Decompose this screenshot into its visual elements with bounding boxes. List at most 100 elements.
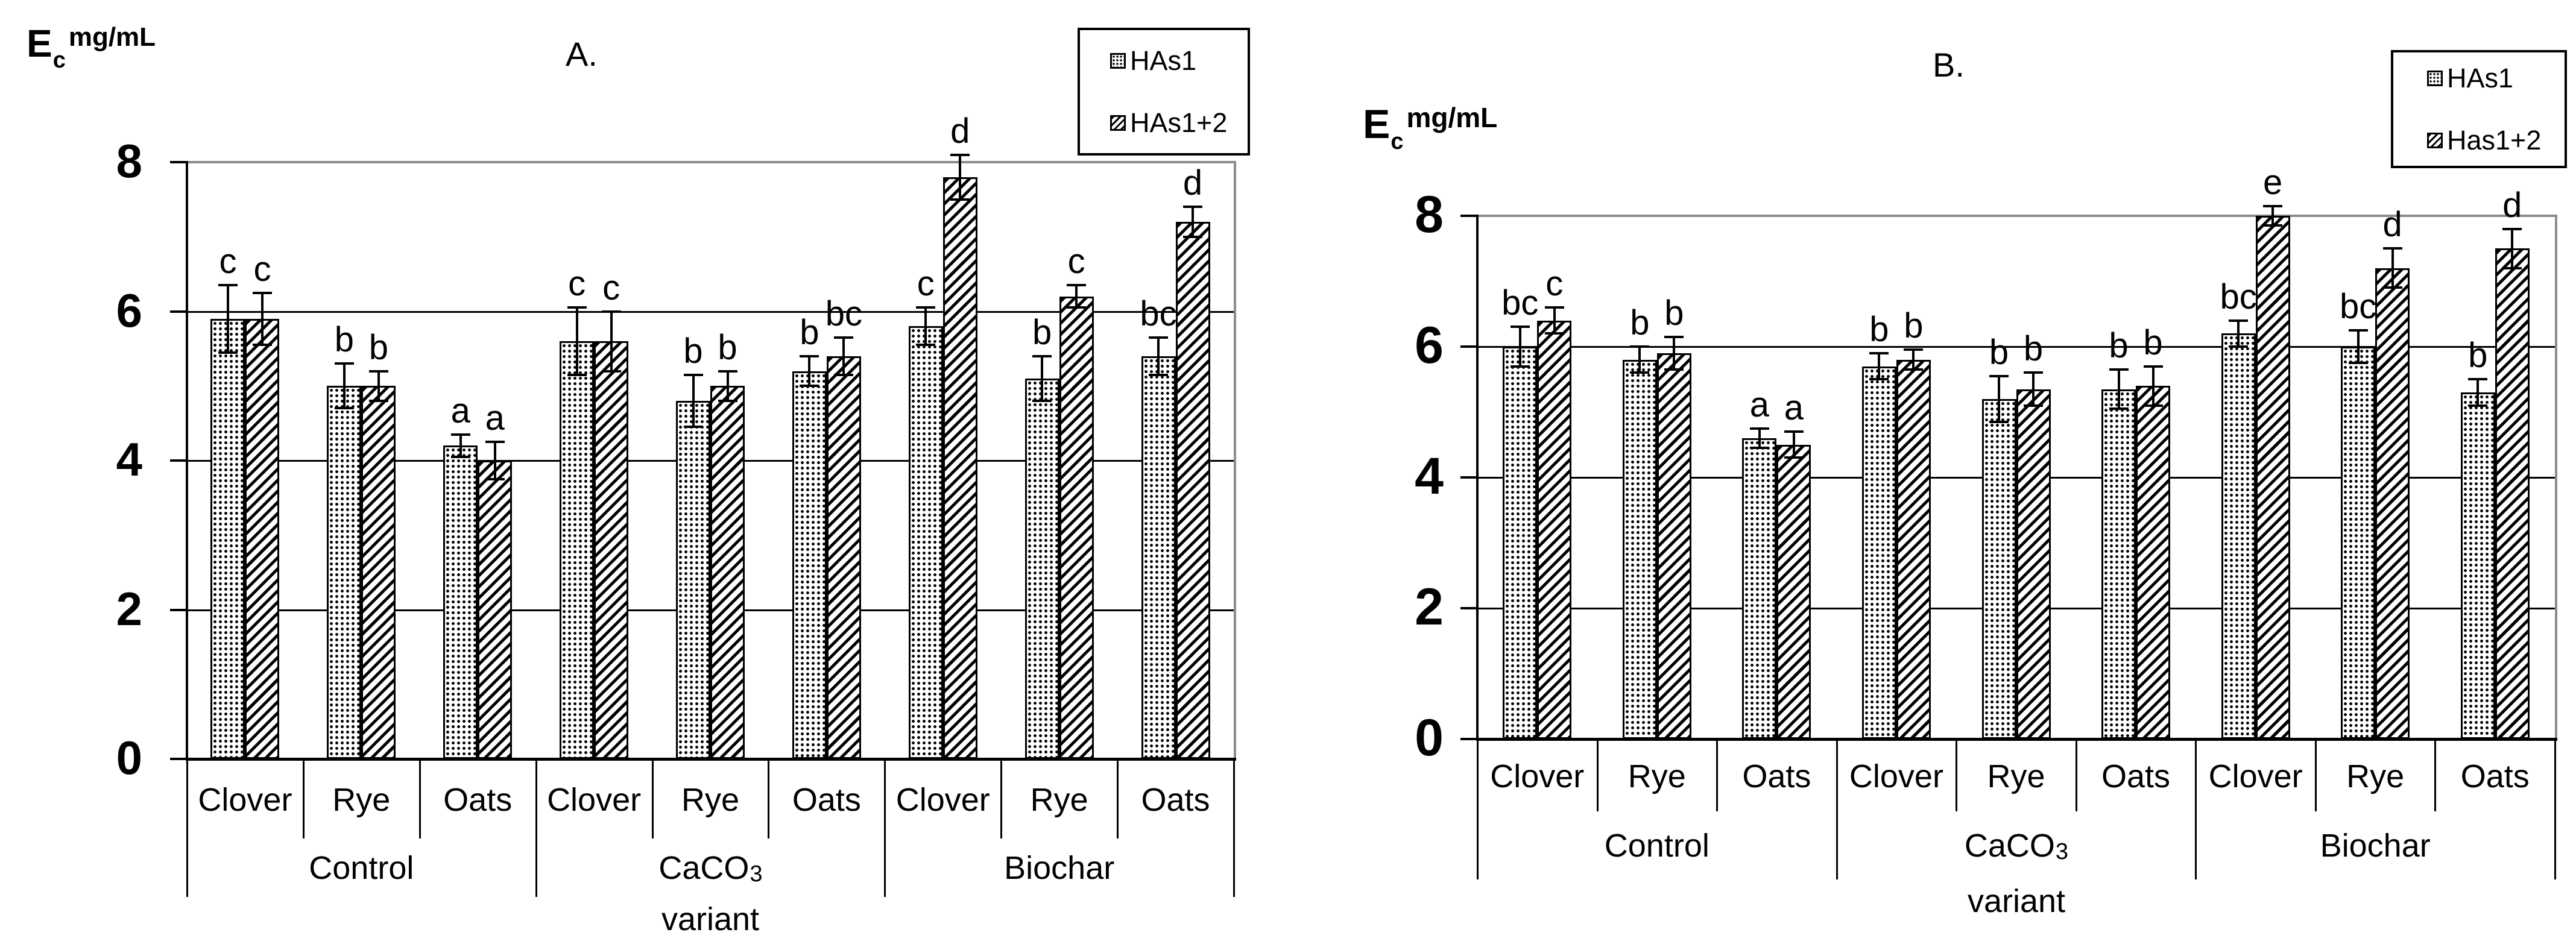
axis-divider: [302, 759, 305, 838]
significance-letter: b: [2468, 336, 2488, 376]
bar-HAs1+2-Control-Clover: [245, 318, 280, 759]
bar-HAs1-Biochar-Rye: [1024, 378, 1059, 759]
error-bar-cap: [218, 284, 238, 287]
category-label-cell: Oats: [2460, 758, 2530, 794]
error-bar-cap: [485, 477, 505, 480]
bar-HAs1+2-CaCO3-Rye: [710, 386, 745, 759]
error-bar: [924, 307, 927, 345]
y-tick-label: 8: [1415, 186, 1444, 244]
hatch-pattern-swatch-icon: [1110, 115, 1126, 131]
axis-divider: [1956, 739, 1958, 811]
error-bar: [260, 292, 264, 345]
dots-pattern-swatch-icon: [2427, 70, 2443, 86]
significance-letter: d: [1182, 163, 1203, 203]
legend-a: HAs1 HAs1+2: [1078, 28, 1250, 156]
error-bar: [2391, 248, 2394, 288]
x-axis-line: [1476, 738, 2557, 741]
error-bar: [1912, 350, 1915, 370]
category-label-cell: Rye: [1987, 758, 2045, 794]
error-bar-cap: [601, 370, 621, 373]
dots-pattern-swatch-icon: [1110, 52, 1126, 69]
significance-letter: c: [1067, 242, 1085, 282]
error-bar-cap: [1630, 345, 1650, 348]
bar-HAs1-Control-Rye: [1622, 359, 1657, 739]
significance-letter: b: [1630, 303, 1650, 342]
legend-label: HAs1: [2447, 63, 2514, 93]
axis-divider: [535, 759, 537, 897]
y-tick-label: 6: [1415, 316, 1444, 375]
error-bar-cap: [683, 426, 703, 429]
significance-letter: bc: [1501, 283, 1539, 323]
error-bar-cap: [2109, 368, 2129, 371]
significance-letter: b: [1869, 309, 1889, 349]
bar-Has1+2-Control-Rye: [1656, 353, 1691, 739]
error-bar-cap: [1149, 336, 1169, 339]
error-bar-cap: [2348, 329, 2368, 332]
bar-HAs1-Biochar-Rye: [2341, 347, 2376, 739]
error-bar-cap: [1032, 354, 1052, 357]
axis-divider: [2434, 739, 2437, 811]
error-bar-cap: [718, 400, 737, 402]
error-bar: [1553, 307, 1556, 334]
error-bar-cap: [834, 336, 854, 339]
category-label-cell: Rye: [1627, 758, 1686, 794]
error-bar-cap: [916, 344, 936, 347]
y-tick-label: 4: [116, 433, 142, 486]
significance-letter: b: [1989, 332, 2009, 372]
axis-divider: [186, 759, 188, 897]
bar-HAs1+2-Biochar-Clover: [942, 177, 977, 759]
bar-Has1+2-Biochar-Clover: [2255, 216, 2290, 739]
category-label-cell: Oats: [2101, 758, 2171, 794]
axis-divider: [2075, 739, 2077, 811]
bar-HAs1+2-Control-Oats: [478, 461, 513, 759]
significance-letter: b: [1904, 306, 1924, 346]
error-bar-cap: [2502, 227, 2522, 230]
plot-top-border: [1477, 215, 2557, 217]
bar-HAs1-CaCO3-Rye: [1981, 398, 2016, 739]
y-tick-label: 0: [1415, 709, 1444, 767]
bar-HAs1-Control-Oats: [1742, 438, 1777, 739]
error-bar-cap: [1869, 378, 1889, 381]
axis-divider: [1477, 739, 1479, 879]
y-axis-tick: [1460, 215, 1479, 217]
y-axis-symbol: E: [1363, 101, 1391, 147]
error-bar-cap: [1149, 373, 1169, 376]
error-bar: [1192, 207, 1195, 237]
error-bar-cap: [1544, 306, 1564, 309]
error-bar-cap: [1544, 332, 1564, 335]
error-bar: [2151, 366, 2155, 406]
panel-title-b: B.: [1933, 46, 1965, 84]
error-bar: [610, 311, 613, 371]
error-bar-cap: [950, 198, 970, 201]
error-bar: [1758, 428, 1761, 448]
bar-Has1+2-Control-Oats: [1776, 444, 1811, 739]
category-label-cell: Rye: [2346, 758, 2405, 794]
error-bar: [808, 356, 811, 386]
error-bar: [1792, 432, 1795, 458]
error-bar-cap: [1749, 427, 1769, 430]
bar-HAs1-Biochar-Oats: [2460, 392, 2495, 739]
group-label-cell: CaCO 3: [1964, 827, 2069, 864]
error-bar-cap: [450, 455, 470, 458]
error-bar-cap: [683, 373, 703, 376]
error-bar: [2477, 379, 2480, 406]
bar-HAs1+2-CaCO3-Clover: [594, 341, 629, 759]
error-bar-cap: [2263, 224, 2283, 227]
error-bar-cap: [2109, 407, 2129, 411]
axis-divider: [418, 759, 421, 838]
error-bar: [726, 371, 729, 401]
significance-letter: b: [2143, 322, 2163, 362]
gridline: [187, 310, 1234, 313]
y-axis-symbol-subscript: c: [1391, 129, 1404, 154]
y-axis-symbol-subscript: c: [52, 48, 66, 73]
y-tick-label: 0: [116, 731, 142, 785]
error-bar-cap: [252, 344, 272, 347]
axis-divider: [1000, 759, 1003, 838]
y-axis-tick: [1460, 345, 1479, 348]
group-label-cell: Biochar: [2320, 827, 2431, 864]
significance-letter: d: [2502, 185, 2522, 225]
error-bar: [1075, 285, 1078, 308]
error-bar-cap: [1183, 235, 1203, 238]
significance-letter: a: [450, 391, 470, 430]
legend-item: Has1+2: [2427, 127, 2565, 154]
